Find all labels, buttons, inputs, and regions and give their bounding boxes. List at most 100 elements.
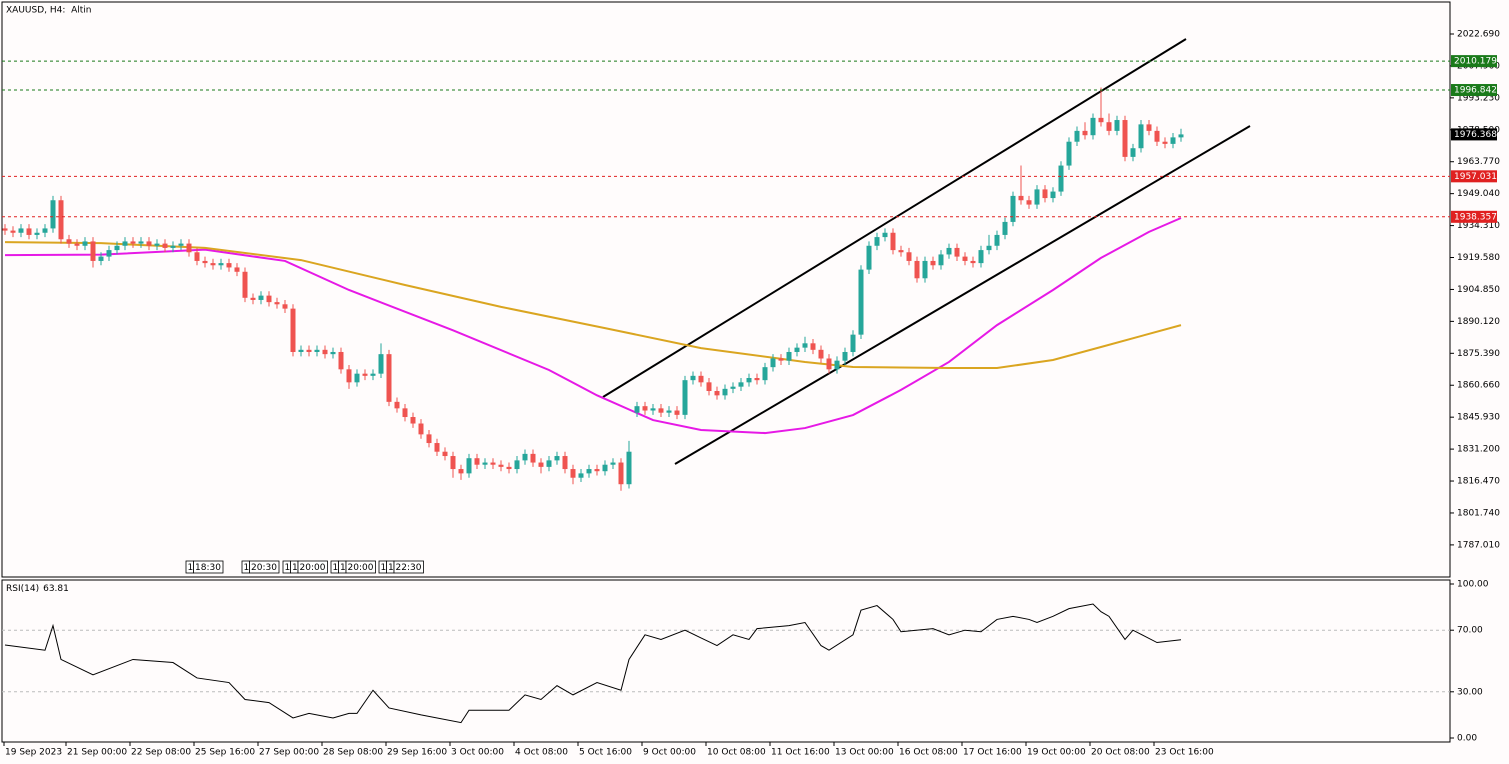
y-tick-label: 1993.230 xyxy=(1457,93,1500,103)
candle-body xyxy=(522,453,528,461)
candle-body xyxy=(842,351,848,361)
candle-body xyxy=(882,232,888,238)
candle-body xyxy=(34,232,40,235)
event-label: 20:30 xyxy=(251,563,277,573)
candle-body xyxy=(114,245,120,251)
candle-body xyxy=(426,434,432,444)
candle-body xyxy=(434,443,440,452)
y-tick-label: 1816.470 xyxy=(1457,477,1500,487)
candle-body xyxy=(1122,120,1128,157)
candle-body xyxy=(1002,221,1008,235)
candle-body xyxy=(386,354,392,402)
candle-body xyxy=(970,260,976,264)
candle-body xyxy=(250,297,256,300)
candle-body xyxy=(1178,134,1184,138)
candle-body xyxy=(810,343,816,350)
line-series xyxy=(4,217,1182,435)
candle-body xyxy=(66,239,72,244)
candle-body xyxy=(162,243,168,248)
candle-body xyxy=(18,228,24,233)
candle-body xyxy=(898,250,904,253)
event-box xyxy=(249,560,280,574)
candle-body xyxy=(410,417,416,424)
event-label: 1 xyxy=(244,563,250,573)
rsi-pane xyxy=(1,579,1451,743)
y-tick-label: 1860.660 xyxy=(1457,381,1500,391)
candle-body xyxy=(578,473,584,478)
x-tick-label: 17 Oct 16:00 xyxy=(963,748,1022,758)
x-tick-label: 5 Oct 16:00 xyxy=(579,748,632,758)
candle-body xyxy=(194,252,200,261)
price-pane xyxy=(1,1,1451,578)
event-label: 1 xyxy=(340,563,346,573)
candle-body xyxy=(314,349,320,352)
candle-body xyxy=(834,360,840,370)
candle-body xyxy=(1146,124,1152,131)
last-price-box xyxy=(1451,128,1497,141)
candle-body xyxy=(418,423,424,435)
event-label: 1 xyxy=(333,563,339,573)
candle-body xyxy=(762,367,768,381)
candle-body xyxy=(26,228,32,235)
y-tick-label: 1904.850 xyxy=(1457,285,1500,295)
candle-body xyxy=(42,228,48,233)
candle-body xyxy=(330,351,336,355)
x-tick-label: 28 Sep 08:00 xyxy=(323,748,383,758)
candle-body xyxy=(1130,148,1136,157)
candle-body xyxy=(346,369,352,383)
candle-body xyxy=(546,460,552,467)
x-tick-label: 19 Sep 2023 xyxy=(5,748,62,758)
event-label: 22:30 xyxy=(396,563,422,573)
candle-body xyxy=(394,401,400,409)
candle-body xyxy=(1066,141,1072,166)
event-label: 1 xyxy=(292,563,298,573)
candle-body xyxy=(306,349,312,352)
candle-body xyxy=(746,377,752,383)
y-tick-label: 1890.120 xyxy=(1457,317,1500,327)
candle-body xyxy=(906,252,912,261)
level-label-box xyxy=(1451,84,1497,97)
x-tick-label: 20 Oct 08:00 xyxy=(1091,748,1150,758)
candle-body xyxy=(106,250,112,257)
candle-body xyxy=(730,386,736,389)
event-box xyxy=(193,560,224,574)
candle-body xyxy=(714,391,720,396)
candle-body xyxy=(210,263,216,266)
candle-body xyxy=(666,410,672,413)
event-label: 18:30 xyxy=(195,563,221,573)
x-tick-label: 23 Oct 16:00 xyxy=(1155,748,1214,758)
candle-body xyxy=(562,456,568,470)
candle-body xyxy=(770,358,776,368)
y-tick-label: 1919.580 xyxy=(1457,253,1500,263)
candle-body xyxy=(506,466,512,470)
y-tick-label: 1845.930 xyxy=(1457,413,1500,423)
x-tick-label: 29 Sep 16:00 xyxy=(387,748,447,758)
candle-body xyxy=(594,469,600,472)
candle-body xyxy=(706,382,712,392)
candle-body xyxy=(1082,130,1088,136)
candle-body xyxy=(322,349,328,355)
candle-body xyxy=(50,200,56,229)
x-tick-label: 13 Oct 00:00 xyxy=(835,748,894,758)
candle-body xyxy=(1170,137,1176,144)
candle-body xyxy=(186,243,192,253)
y-tick-label: 30.00 xyxy=(1457,687,1483,697)
candle-body xyxy=(930,260,936,266)
candle-body xyxy=(170,245,176,248)
candle-body xyxy=(498,464,504,467)
x-tick-label: 19 Oct 00:00 xyxy=(1027,748,1086,758)
candle-body xyxy=(146,241,152,246)
candle-body xyxy=(626,451,632,485)
event-box xyxy=(393,560,424,574)
candle-body xyxy=(1074,130,1080,142)
candle-body xyxy=(658,408,664,413)
candle-body xyxy=(866,245,872,270)
candle-body xyxy=(602,464,608,472)
candle-body xyxy=(202,260,208,264)
candle-body xyxy=(466,458,472,474)
candle-body xyxy=(274,302,280,305)
candle-body xyxy=(442,451,448,457)
level-label: 1996.842 xyxy=(1454,86,1497,96)
y-tick-label: 1831.200 xyxy=(1457,445,1500,455)
candle-body xyxy=(58,200,64,240)
